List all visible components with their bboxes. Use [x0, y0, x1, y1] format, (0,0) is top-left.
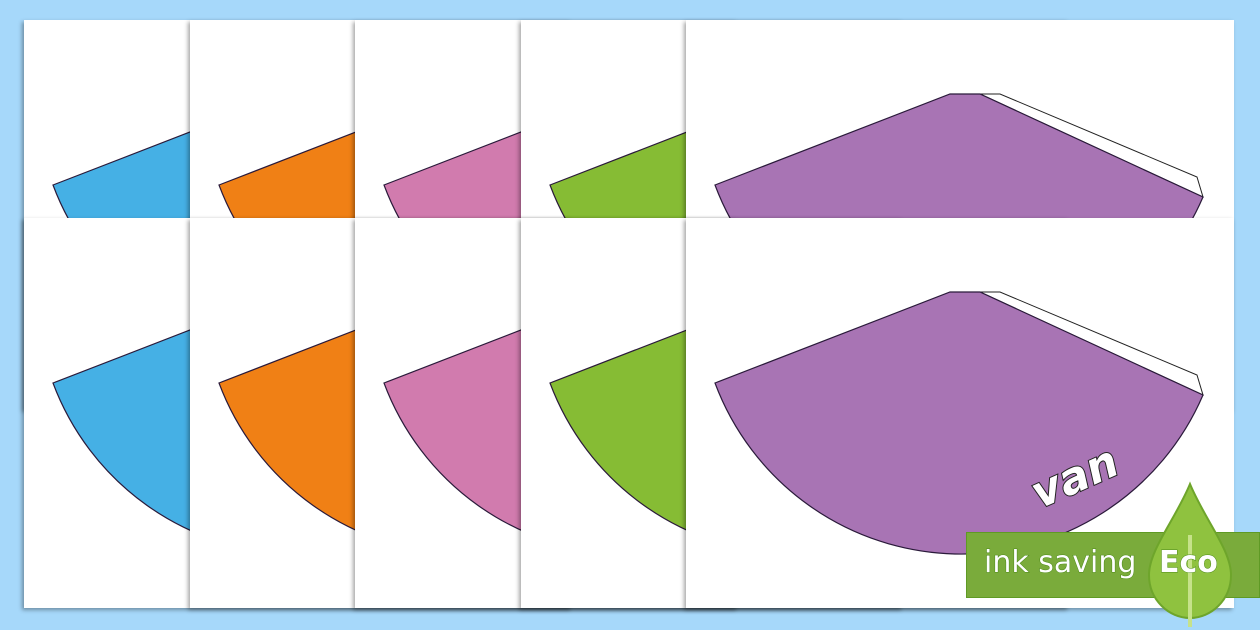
cone-shape: [714, 291, 1204, 555]
ink-saving-label: ink saving: [983, 545, 1137, 581]
cone-template-shape: [714, 291, 1204, 555]
eco-label: Eco: [1159, 545, 1219, 581]
leaf-drop-icon: [1147, 481, 1233, 627]
